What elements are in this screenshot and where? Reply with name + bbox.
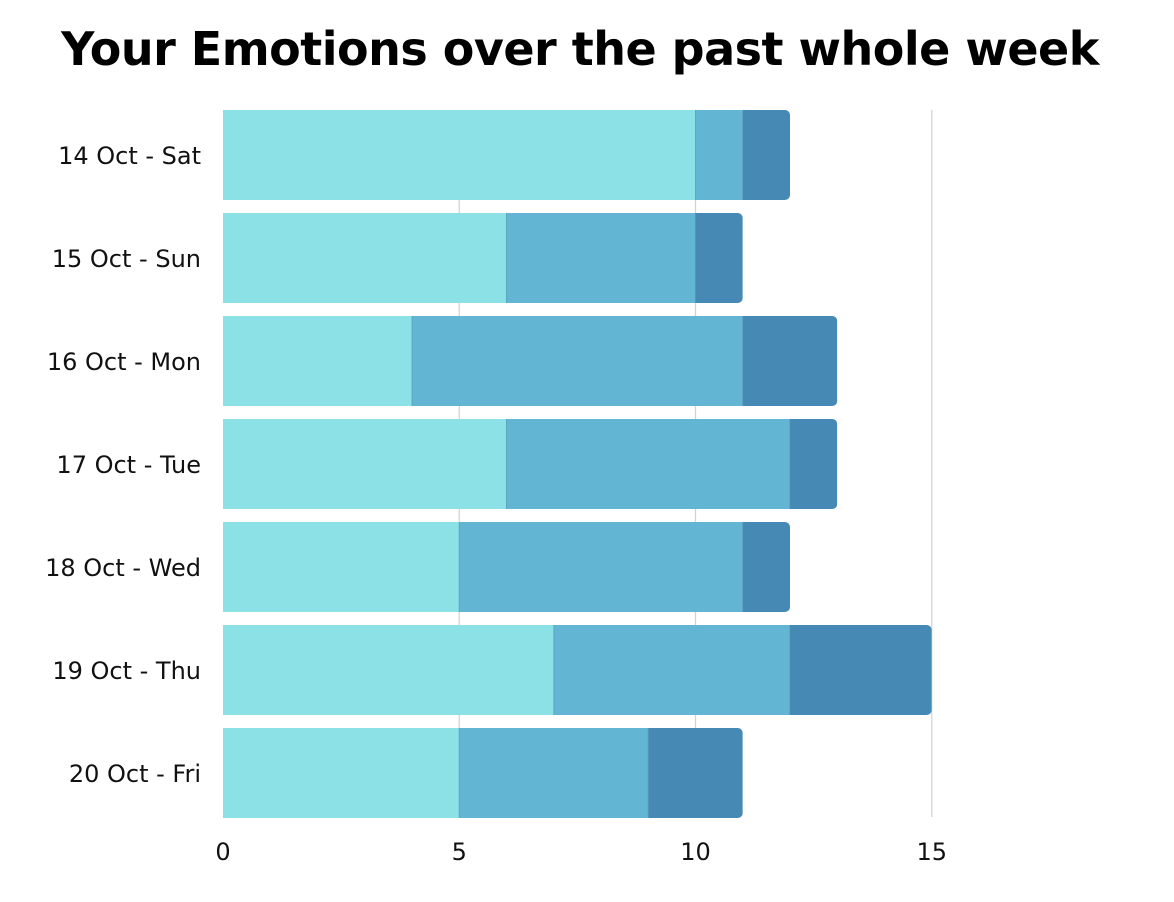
bar-segment <box>223 522 460 612</box>
bar-group <box>223 110 790 200</box>
bar-segment <box>742 522 790 612</box>
category-label: 18 Oct - Wed <box>45 554 201 582</box>
x-tick-labels: 0 5 10 15 <box>215 838 947 866</box>
bar-groups <box>223 110 932 818</box>
bar-segment <box>648 728 743 818</box>
bar-group <box>223 625 932 715</box>
category-label: 17 Oct - Tue <box>56 451 201 479</box>
x-tick-label: 0 <box>215 838 230 866</box>
bar-segment <box>742 110 790 200</box>
bar-group <box>223 728 743 818</box>
bar-segment <box>459 728 649 818</box>
category-label: 14 Oct - Sat <box>58 142 201 170</box>
bar-segment <box>742 316 838 406</box>
bar-segment <box>223 419 507 509</box>
bar-group <box>223 522 790 612</box>
category-label: 15 Oct - Sun <box>52 245 201 273</box>
bar-segment <box>223 625 554 715</box>
bar-segment <box>223 728 460 818</box>
chart-title: Your Emotions over the past whole week <box>61 22 1099 76</box>
bar-segment <box>223 110 696 200</box>
category-label: 19 Oct - Thu <box>52 657 201 685</box>
bar-segment <box>506 419 790 509</box>
x-tick-label: 15 <box>916 838 947 866</box>
bar-segment <box>695 213 743 303</box>
bar-segment <box>223 316 412 406</box>
bar-segment <box>223 213 507 303</box>
bar-segment <box>790 625 932 715</box>
bar-segment <box>412 316 743 406</box>
bar-segment <box>790 419 838 509</box>
category-label: 20 Oct - Fri <box>69 760 201 788</box>
bar-group <box>223 419 838 509</box>
x-tick-label: 10 <box>680 838 711 866</box>
bar-group <box>223 316 838 406</box>
category-labels: 14 Oct - Sat 15 Oct - Sun 16 Oct - Mon 17 O… <box>45 142 201 788</box>
bar-segment <box>553 625 790 715</box>
category-label: 16 Oct - Mon <box>47 348 201 376</box>
bar-segment <box>506 213 696 303</box>
bar-segment <box>695 110 743 200</box>
bar-segment <box>459 522 743 612</box>
bar-group <box>223 213 743 303</box>
x-tick-label: 5 <box>452 838 467 866</box>
